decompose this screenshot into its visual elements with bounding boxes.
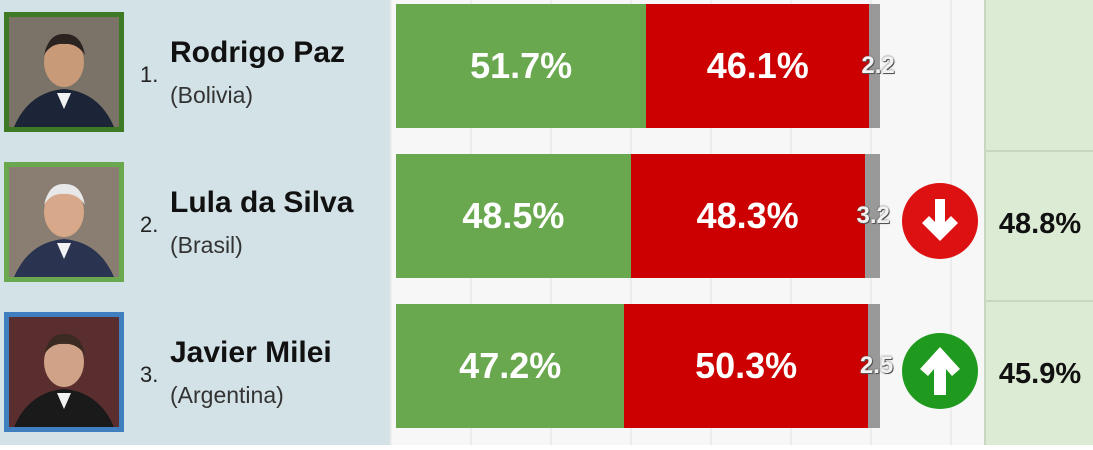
rank-number: 3. (140, 362, 159, 387)
candidate-photo (4, 162, 124, 282)
candidate-name: Lula da Silva (170, 186, 354, 219)
bar-approve: 51.7% (396, 4, 647, 128)
other-value-label: 2.5 (859, 352, 894, 379)
approve-value-label: 47.2% (459, 345, 562, 386)
stacked-bar: 47.2% 50.3% 2.5 (396, 304, 893, 428)
candidate-row: 1. Rodrigo Paz (Bolivia) 51.7% 46.1% 2.2 (0, 0, 1093, 150)
candidate-country: (Argentina) (170, 382, 284, 408)
rank-number: 1. (140, 62, 159, 87)
row-divider (984, 300, 1093, 302)
previous-value: 48.8% (998, 208, 1082, 240)
other-value-label: 2.2 (861, 52, 895, 79)
candidate-photo (4, 12, 124, 132)
disapprove-value-label: 50.3% (695, 345, 798, 386)
previous-value: 45.9% (998, 358, 1082, 390)
candidate-photo (4, 312, 124, 432)
candidate-row: 2. Lula da Silva (Brasil) 48.5% 48.3% 3.2 48.8… (0, 150, 1093, 300)
candidate-name: Rodrigo Paz (170, 36, 346, 69)
bar-other: 2.2 (861, 4, 895, 128)
bar-disapprove: 48.3% (630, 154, 865, 278)
bar-disapprove: 46.1% (646, 4, 870, 128)
other-value-label: 3.2 (856, 202, 890, 229)
bar-disapprove: 50.3% (624, 304, 868, 428)
bar-other: 3.2 (857, 154, 890, 278)
disapprove-value-label: 46.1% (706, 45, 809, 86)
disapprove-value-label: 48.3% (696, 195, 799, 236)
approve-value-label: 48.5% (462, 195, 565, 236)
stacked-bar: 51.7% 46.1% 2.2 (396, 4, 895, 128)
candidate-name: Javier Milei (170, 336, 332, 369)
previous-column (984, 0, 1093, 445)
bar-other: 2.5 (860, 304, 893, 428)
bar-approve: 47.2% (396, 304, 625, 428)
row-divider (984, 150, 1093, 152)
candidate-row: 3. Javier Milei (Argentina) 47.2% 50.3% 2.5 45… (0, 300, 1093, 450)
arrow-down-icon (902, 183, 978, 259)
stacked-bar: 48.5% 48.3% 3.2 (396, 154, 890, 278)
approve-value-label: 51.7% (470, 45, 573, 86)
arrow-up-icon (902, 333, 978, 409)
rank-number: 2. (140, 212, 159, 237)
bar-approve: 48.5% (396, 154, 631, 278)
candidate-country: (Brasil) (170, 232, 243, 258)
candidate-country: (Bolivia) (170, 82, 254, 108)
